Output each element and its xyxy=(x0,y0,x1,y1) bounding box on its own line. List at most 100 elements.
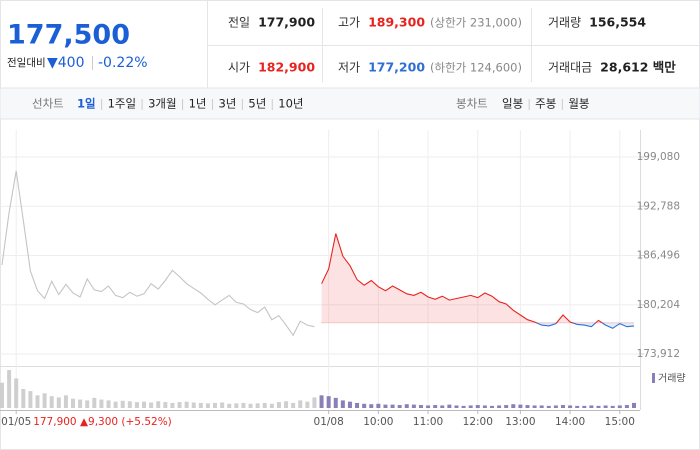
volume-bar xyxy=(134,402,139,408)
volume-bar xyxy=(632,402,636,408)
volume-bar xyxy=(241,402,246,408)
volume-bar xyxy=(305,401,310,408)
volume-bar xyxy=(433,405,438,408)
volume-bar xyxy=(163,402,168,408)
volume-bar xyxy=(213,402,218,408)
volume-bar xyxy=(106,400,111,408)
volume-bar xyxy=(518,404,523,408)
volume-bar xyxy=(440,405,445,408)
x-tick-label: 10:00 xyxy=(363,416,393,428)
volume-bar xyxy=(468,405,473,408)
period-tab[interactable]: 10년 xyxy=(278,97,303,111)
volume-bar xyxy=(575,405,580,408)
volume-bar xyxy=(426,405,431,408)
volume-bar xyxy=(71,398,76,408)
volume-bar xyxy=(191,402,196,408)
volume-bar xyxy=(205,403,210,408)
volume-bar xyxy=(92,397,97,408)
period-tab[interactable]: 1주일 xyxy=(108,97,136,111)
stat-label: 시가 xyxy=(228,61,250,75)
period-tab[interactable]: 3개월 xyxy=(148,97,176,111)
volume-bar xyxy=(78,399,83,408)
volume-bar xyxy=(99,399,104,408)
stat-value: 28,612 백만 xyxy=(600,60,676,75)
volume-bar xyxy=(475,405,480,408)
period-tab[interactable]: 1일 xyxy=(77,97,96,111)
volume-bar xyxy=(397,405,402,408)
x-tick-label: 01/05 xyxy=(1,416,31,428)
volume-bar xyxy=(284,401,289,408)
volume-bar xyxy=(269,403,274,408)
volume-bar xyxy=(227,403,232,408)
y-tick-label: 173,912 xyxy=(637,348,680,360)
volume-bar xyxy=(298,400,303,408)
legend-swatch xyxy=(652,373,655,383)
tab-label: 봉차트 xyxy=(456,97,488,111)
volume-bar xyxy=(248,403,253,408)
volume-bar xyxy=(376,403,381,408)
x-tick-label: 15:00 xyxy=(605,416,635,428)
candle-tab[interactable]: 주봉 xyxy=(535,97,556,111)
tab-bar xyxy=(0,87,700,120)
volume-bar xyxy=(532,405,537,408)
tab-label: 선차트 xyxy=(32,97,64,111)
y-tick-label: 180,204 xyxy=(637,299,681,311)
volume-bar xyxy=(220,402,225,408)
volume-bar xyxy=(617,405,622,408)
volume-bar xyxy=(610,405,615,408)
volume-bar xyxy=(326,396,331,408)
volume-bar xyxy=(603,405,608,408)
volume-bar xyxy=(142,401,147,408)
volume-bar xyxy=(156,401,161,408)
volume-bar xyxy=(276,402,281,408)
volume-bar xyxy=(7,370,12,408)
volume-bar xyxy=(511,404,516,408)
volume-bar xyxy=(14,378,19,408)
change-pct: -0.22% xyxy=(98,55,148,71)
volume-bar xyxy=(497,405,502,408)
volume-bar xyxy=(362,403,367,408)
price-line xyxy=(1,170,315,337)
volume-bar xyxy=(404,404,409,408)
volume-bar xyxy=(461,405,466,408)
volume-bar xyxy=(347,401,352,408)
volume-bar xyxy=(262,402,267,408)
volume-bar xyxy=(390,404,395,408)
y-tick-label: 192,788 xyxy=(637,200,680,212)
period-tab[interactable]: 5년 xyxy=(248,97,266,111)
change-label: 전일대비 xyxy=(7,56,46,69)
stat-label: 전일 xyxy=(228,16,250,30)
volume-bar xyxy=(624,405,629,408)
area xyxy=(321,233,634,329)
y-tick-label: 199,080 xyxy=(637,151,680,163)
stat-note: (상한가 231,000) xyxy=(430,16,522,30)
volume-bar xyxy=(454,405,459,408)
volume-bar xyxy=(28,391,33,408)
price: 177,500 xyxy=(7,20,130,51)
volume-bar xyxy=(184,401,189,408)
volume-bar xyxy=(418,405,423,408)
stat-label: 거래대금 xyxy=(548,61,592,75)
volume-bar xyxy=(85,400,90,408)
candle-tab[interactable]: 일봉 xyxy=(502,97,523,111)
annotation: 177,900 ▲9,300 (+5.52%) xyxy=(33,416,172,428)
volume-bar xyxy=(383,404,388,408)
candle-tab[interactable]: 월봉 xyxy=(568,97,589,111)
period-tab[interactable]: 1년 xyxy=(189,97,207,111)
volume-bar xyxy=(127,401,132,408)
volume-bar xyxy=(0,382,4,408)
x-tick-label: 13:00 xyxy=(505,416,535,428)
volume-bar xyxy=(525,405,530,408)
volume-bar xyxy=(568,405,573,408)
volume-bar xyxy=(319,395,324,408)
volume-bar xyxy=(120,400,125,408)
volume-bar xyxy=(340,400,345,408)
volume-bar xyxy=(589,405,594,408)
x-tick-label: 14:00 xyxy=(555,416,585,428)
volume-bar xyxy=(21,389,26,408)
volume-bar xyxy=(49,396,54,408)
period-tab[interactable]: 3년 xyxy=(218,97,236,111)
stat-label: 저가 xyxy=(338,61,360,75)
